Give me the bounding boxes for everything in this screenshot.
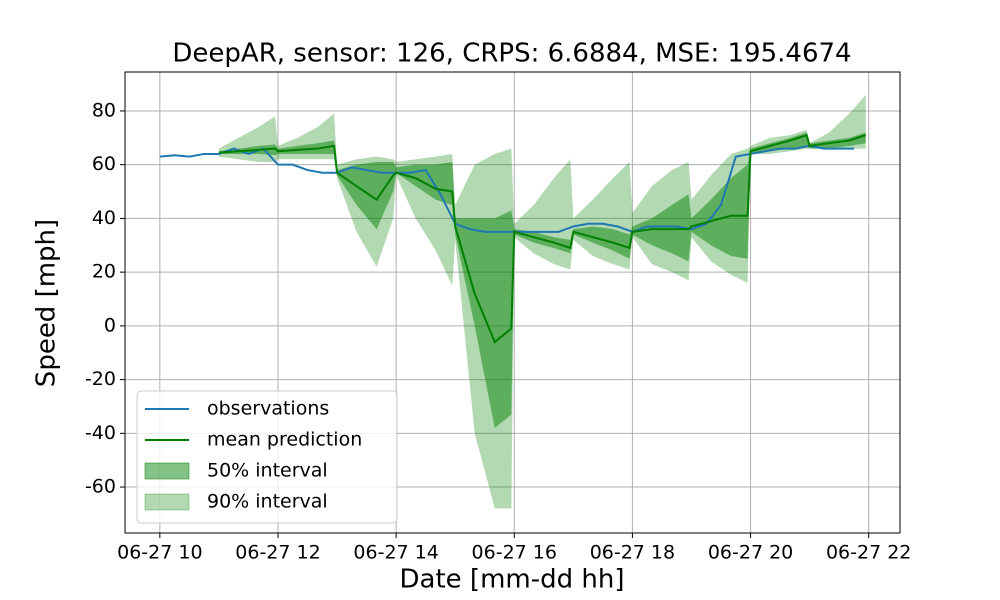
legend-label: mean prediction [207, 429, 362, 451]
y-tick-label: 80 [92, 99, 116, 121]
x-tick-label: 06-27 10 [117, 542, 202, 564]
y-tick-label: 60 [92, 153, 116, 175]
y-tick-label: 40 [92, 207, 116, 229]
legend-label: observations [207, 398, 329, 420]
y-tick-label: 0 [104, 314, 116, 336]
y-tick-label: -60 [85, 476, 116, 498]
legend: observations mean prediction 50% interval 9… [136, 390, 398, 524]
plot-frame [124, 71, 901, 534]
x-tick-label: 06-27 16 [472, 542, 557, 564]
x-tick-label: 06-27 18 [590, 542, 675, 564]
x-tick-label: 06-27 12 [235, 542, 320, 564]
chart-title: DeepAR, sensor: 126, CRPS: 6.6884, MSE: … [172, 39, 851, 69]
x-tick-label: 06-27 14 [353, 542, 438, 564]
x-tick-label: 06-27 22 [826, 542, 911, 564]
legend-label: 50% interval [207, 460, 328, 482]
legend-box [136, 390, 398, 524]
legend-label: 90% interval [207, 491, 328, 513]
series-line [218, 133, 867, 344]
y-tick-label: -20 [85, 368, 116, 390]
ticks: -60 -40 -20 0 20 40 60 80 06-27 10 06-27 12 06-27 … [85, 99, 911, 563]
interval-band [218, 132, 866, 428]
x-axis-label: Date [mm-dd hh] [400, 565, 625, 595]
series-line [159, 144, 854, 233]
legend-swatch [144, 493, 190, 511]
y-axis-label: Speed [mph] [32, 219, 62, 387]
y-tick-label: 20 [92, 261, 116, 283]
y-tick-label: -40 [85, 422, 116, 444]
interval-band [218, 94, 866, 509]
legend-swatch [144, 462, 190, 480]
x-tick-label: 06-27 20 [708, 542, 793, 564]
plot-area [159, 94, 867, 509]
